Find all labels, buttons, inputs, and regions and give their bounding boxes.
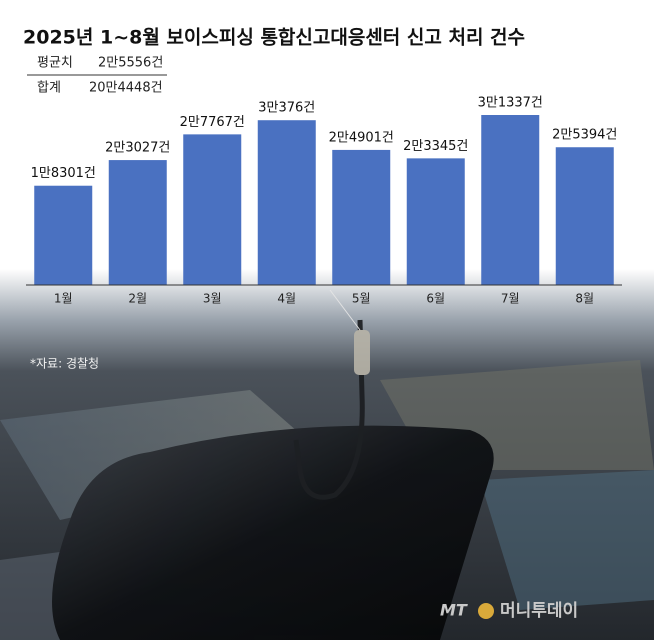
source: *자료: 경찰청: [30, 357, 99, 371]
logo-text: 머니투데이: [500, 601, 578, 621]
stat-value: 2만5556건: [98, 56, 163, 71]
bar: [555, 147, 614, 285]
value-label: 3만376건: [258, 101, 315, 116]
x-tick-label: 7월: [501, 292, 520, 306]
stat-value: 20만4448건: [89, 81, 163, 96]
value-label: 1만8301건: [31, 166, 96, 181]
bar: [481, 115, 540, 285]
bar: [34, 185, 93, 285]
x-tick-label: 3월: [203, 292, 222, 306]
photo: [0, 289, 654, 640]
bar: [257, 120, 316, 286]
value-label: 2만7767건: [180, 115, 245, 130]
logo-icon: [478, 603, 494, 619]
x-tick-label: 8월: [575, 292, 594, 306]
value-label: 3만1337건: [478, 96, 543, 111]
stat-label: 합계: [37, 81, 61, 96]
x-tick-label: 5월: [352, 292, 371, 306]
stat-label: 평균치: [37, 56, 73, 71]
x-tick-label: 2월: [128, 292, 147, 306]
x-tick-label: 1월: [54, 292, 73, 306]
x-tick-label: 4월: [277, 292, 296, 306]
bar: [406, 158, 465, 285]
value-label: 2만3345건: [403, 139, 468, 154]
chart-title: 2025년 1~8월 보이스피싱 통합신고대응센터 신고 처리 건수: [23, 27, 525, 49]
bar: [332, 149, 391, 285]
value-label: 2만5394건: [552, 128, 617, 143]
logo-mark: MT: [440, 601, 468, 620]
x-tick-label: 6월: [426, 292, 445, 306]
value-label: 2만4901건: [329, 130, 394, 145]
value-label: 2만3027건: [105, 141, 170, 156]
bar: [183, 134, 242, 285]
bar: [108, 160, 167, 285]
